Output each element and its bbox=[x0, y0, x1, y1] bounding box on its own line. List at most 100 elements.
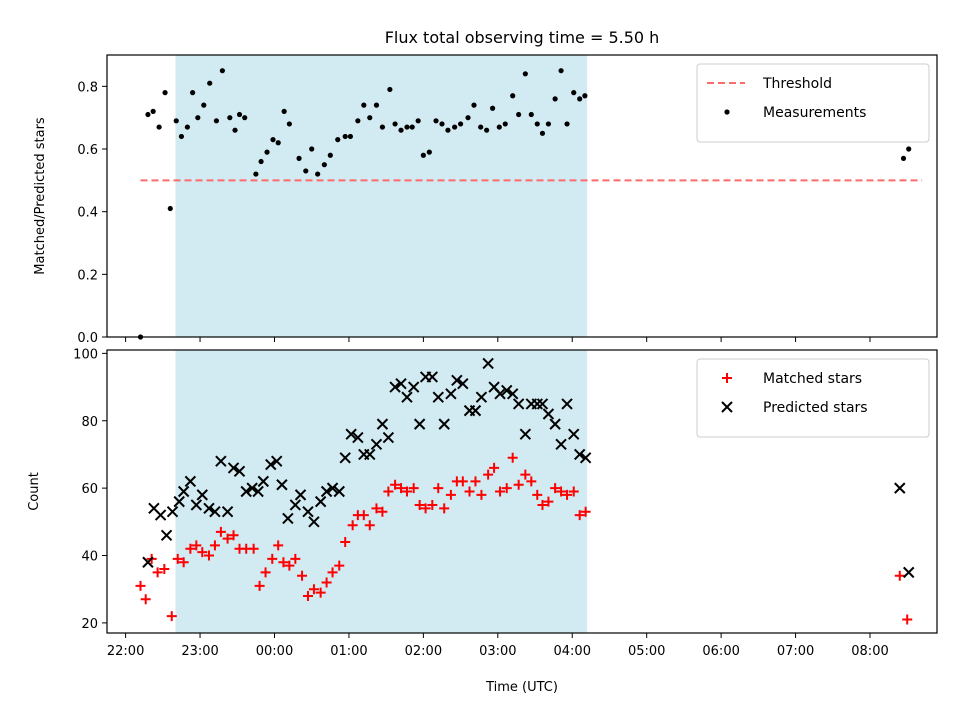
predicted-stars-point bbox=[445, 388, 457, 400]
predicted-stars-point bbox=[376, 418, 389, 430]
measurement-point bbox=[327, 152, 333, 158]
matched-stars-point bbox=[507, 452, 518, 463]
measurement-point bbox=[173, 118, 179, 124]
x-tick-label: 07:00 bbox=[777, 644, 814, 659]
measurement-point bbox=[281, 108, 287, 114]
measurement-point bbox=[150, 108, 156, 114]
x-tick-label: 04:00 bbox=[554, 644, 591, 659]
measurement-point bbox=[335, 137, 341, 143]
measurement-point bbox=[178, 133, 185, 140]
measurement-point bbox=[392, 121, 398, 127]
predicted-stars-point bbox=[333, 485, 345, 498]
predicted-stars-point bbox=[308, 516, 320, 528]
measurement-point bbox=[275, 140, 281, 146]
matched-stars-point bbox=[191, 540, 202, 551]
matched-stars-point bbox=[166, 611, 177, 622]
matched-stars-point bbox=[273, 540, 284, 551]
x-tick-label: 02:00 bbox=[405, 644, 442, 659]
matched-stars-point bbox=[427, 499, 438, 510]
measurement-point bbox=[484, 127, 490, 133]
matched-stars-point bbox=[327, 567, 338, 578]
predicted-stars-point bbox=[579, 452, 592, 464]
matched-stars-point bbox=[414, 499, 425, 510]
y-tick-label: 40 bbox=[81, 550, 98, 565]
predicted-stars-point bbox=[302, 506, 314, 518]
measurement-point bbox=[201, 102, 207, 108]
predicted-stars-point bbox=[370, 438, 383, 451]
measurement-point bbox=[387, 86, 393, 93]
predicted-stars-point bbox=[457, 377, 469, 390]
legend-label: Threshold bbox=[762, 76, 832, 92]
measurement-point bbox=[156, 124, 162, 130]
predicted-stars-point bbox=[407, 381, 420, 393]
y-tick-label: 0.0 bbox=[77, 331, 98, 346]
measurement-point bbox=[415, 118, 421, 124]
matched-stars-point bbox=[457, 476, 468, 487]
predicted-stars-point bbox=[160, 529, 173, 542]
predicted-stars-point bbox=[233, 465, 246, 477]
predicted-stars-point bbox=[389, 381, 401, 393]
predicted-stars-point bbox=[276, 479, 288, 491]
matched-stars-point bbox=[185, 543, 196, 554]
predicted-stars-point bbox=[227, 462, 240, 474]
measurement-point bbox=[361, 102, 367, 108]
matched-stars-point bbox=[532, 489, 543, 500]
matched-stars-point bbox=[408, 483, 419, 494]
measurement-point bbox=[426, 149, 432, 155]
measurement-point bbox=[516, 111, 522, 118]
measurement-point bbox=[478, 124, 484, 130]
x-tick-label: 06:00 bbox=[702, 644, 739, 659]
x-tick-label: 01:00 bbox=[330, 644, 367, 659]
panel-top: 0.0 0.2 0.4 0.6 0.8 Matched/Predicted stars Th… bbox=[33, 54, 938, 346]
predicted-stars-point bbox=[154, 509, 167, 521]
measurement-point bbox=[190, 90, 196, 96]
measurement-point bbox=[522, 71, 528, 77]
measurement-point bbox=[309, 146, 315, 152]
matched-stars-point bbox=[439, 503, 450, 514]
measurement-point bbox=[342, 133, 348, 140]
matched-stars-point bbox=[197, 547, 208, 558]
axes-frame bbox=[106, 349, 938, 634]
matched-stars-point bbox=[401, 486, 412, 497]
measurement-point bbox=[420, 152, 426, 158]
measurement-point bbox=[253, 171, 259, 177]
measurement-point bbox=[398, 127, 404, 133]
matched-stars-point bbox=[526, 476, 537, 487]
panel-bottom: 20 40 60 80 100 22:00 23:00 00:00 01:00 02:00 03:0… bbox=[27, 347, 938, 659]
measurement-point bbox=[496, 124, 502, 130]
measurement-point bbox=[906, 146, 912, 152]
legend-predicted-swatch bbox=[721, 401, 733, 413]
matched-stars-point bbox=[347, 520, 358, 531]
predicted-stars-point bbox=[252, 485, 264, 498]
measurement-point bbox=[409, 124, 415, 130]
x-tick-label: 00:00 bbox=[256, 644, 293, 659]
measurement-point bbox=[502, 121, 508, 127]
measurement-point bbox=[433, 118, 439, 124]
x-tick-label: 05:00 bbox=[628, 644, 665, 659]
measurement-point bbox=[232, 127, 238, 133]
predicted-stars-point bbox=[382, 431, 395, 444]
y-axis-label: Count bbox=[27, 472, 42, 511]
x-tick-label: 23:00 bbox=[181, 644, 218, 659]
measurement-point bbox=[545, 121, 552, 127]
predicted-stars-point bbox=[482, 357, 494, 370]
matched-stars-point bbox=[396, 483, 407, 494]
x-tick-label: 08:00 bbox=[851, 644, 888, 659]
y-axis-label: Matched/Predicted stars bbox=[33, 117, 48, 275]
legend-box bbox=[696, 63, 930, 143]
matched-stars-point bbox=[445, 489, 456, 500]
y-tick-label: 20 bbox=[81, 617, 98, 632]
observing-interval-shade bbox=[175, 350, 588, 633]
y-tick-label: 100 bbox=[73, 347, 98, 362]
measurement-point bbox=[457, 121, 464, 127]
measurement-point bbox=[167, 205, 173, 212]
measurement-point bbox=[367, 115, 373, 121]
y-tick-label: 60 bbox=[81, 482, 98, 497]
predicted-stars-point bbox=[196, 489, 208, 501]
predicted-stars-point bbox=[265, 458, 277, 471]
matched-stars-point bbox=[248, 543, 259, 554]
predicted-stars-point bbox=[894, 482, 906, 494]
matched-stars-point bbox=[334, 560, 345, 571]
matched-stars-point bbox=[222, 533, 233, 544]
x-tick-label: 22:00 bbox=[107, 644, 144, 659]
